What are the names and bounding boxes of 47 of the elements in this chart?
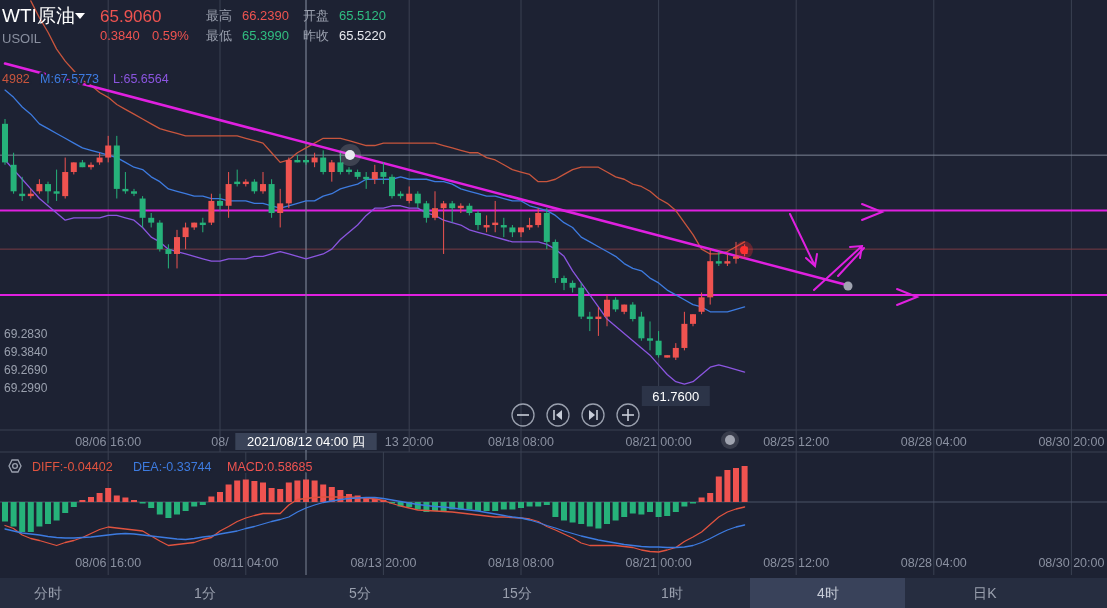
text: 65.5220 xyxy=(339,28,386,43)
text: 65.9060 xyxy=(100,7,162,26)
x-tick-label: 08/28 04:00 xyxy=(900,435,967,449)
text: 69.2990 xyxy=(4,381,48,395)
chart-subtitle: USOIL xyxy=(2,31,42,46)
text: 1分 xyxy=(194,585,216,601)
annotation: 69.2830 xyxy=(4,327,48,341)
text: 0.59% xyxy=(152,28,190,43)
series-label: MACD:0.58685 xyxy=(227,460,313,474)
annotation: 69.3840 xyxy=(4,345,48,359)
text: 昨收 xyxy=(303,28,329,43)
text: 65.3990 xyxy=(242,28,289,43)
x-tick-label: 08/30 20:00 xyxy=(1038,435,1105,449)
x-tick-label: 08/25 12:00 xyxy=(763,435,830,449)
x-tick-label: 08/21 00:00 xyxy=(625,556,692,570)
x-tick-label: 08/18 08:00 xyxy=(487,556,555,570)
text: 15分 xyxy=(502,585,532,601)
text: 66.2390 xyxy=(242,8,289,23)
x-tick-label: 08/18 08:00 xyxy=(487,435,555,449)
x-tick-label: 08/13 20:00 xyxy=(350,556,417,570)
x-tick-label: 08/06 16:00 xyxy=(75,556,142,570)
x-tick-label: 13 20:00 xyxy=(384,435,434,449)
text: 0.3840 xyxy=(100,28,140,43)
x-tick-label: 08/30 20:00 xyxy=(1038,556,1105,570)
text: 最高 xyxy=(206,8,232,23)
x-tick-label: 08/06 16:00 xyxy=(75,435,142,449)
text: 4时 xyxy=(817,585,839,601)
text: 5分 xyxy=(349,585,371,601)
text: DIFF:-0.04402 xyxy=(32,460,113,474)
text: 69.2690 xyxy=(4,363,48,377)
text: 最低 xyxy=(206,28,232,43)
text: 日K xyxy=(973,585,998,601)
chart-title: WTI原油 xyxy=(2,5,75,26)
text: 4982 xyxy=(2,72,30,86)
x-tick-label: 2021/08/12 04:00 四 xyxy=(247,434,365,449)
text: DEA:-0.33744 xyxy=(133,460,212,474)
text: L:65.6564 xyxy=(113,72,169,86)
annotation: 61.7600 xyxy=(652,389,700,404)
x-tick-label: 08/25 12:00 xyxy=(763,556,830,570)
text: 65.5120 xyxy=(339,8,386,23)
x-tick-label: 08/28 04:00 xyxy=(900,556,967,570)
x-tick-label: 08/21 00:00 xyxy=(625,435,692,449)
text: 分时 xyxy=(34,585,62,601)
text: 1时 xyxy=(661,585,683,601)
x-tick-label: 08/ xyxy=(211,435,230,449)
text: 开盘 xyxy=(303,8,329,23)
x-tick-label: 08/11 04:00 xyxy=(213,556,279,570)
